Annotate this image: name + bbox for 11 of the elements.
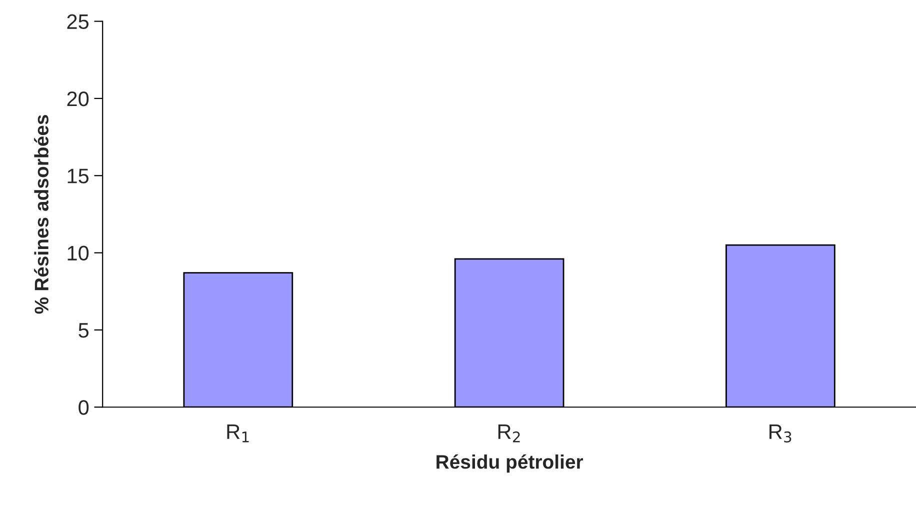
y-axis-title: % Résines adsorbées bbox=[34, 115, 48, 314]
x-tick-label: R$_{1}$ bbox=[227, 424, 249, 442]
y-tick-label: 5 bbox=[78, 323, 89, 338]
y-tick-label: 20 bbox=[67, 91, 89, 106]
y-tick-label: 0 bbox=[78, 400, 89, 415]
y-tick-label: 25 bbox=[67, 14, 89, 30]
y-tick-label: 10 bbox=[68, 246, 89, 261]
y-tick-label: 15 bbox=[68, 168, 89, 184]
x-axis-title: Résidu pétrolier bbox=[436, 454, 584, 473]
x-tick-label: R$_{2}$ bbox=[498, 424, 520, 442]
x-tick-label: R$_{3}$ bbox=[770, 424, 792, 442]
